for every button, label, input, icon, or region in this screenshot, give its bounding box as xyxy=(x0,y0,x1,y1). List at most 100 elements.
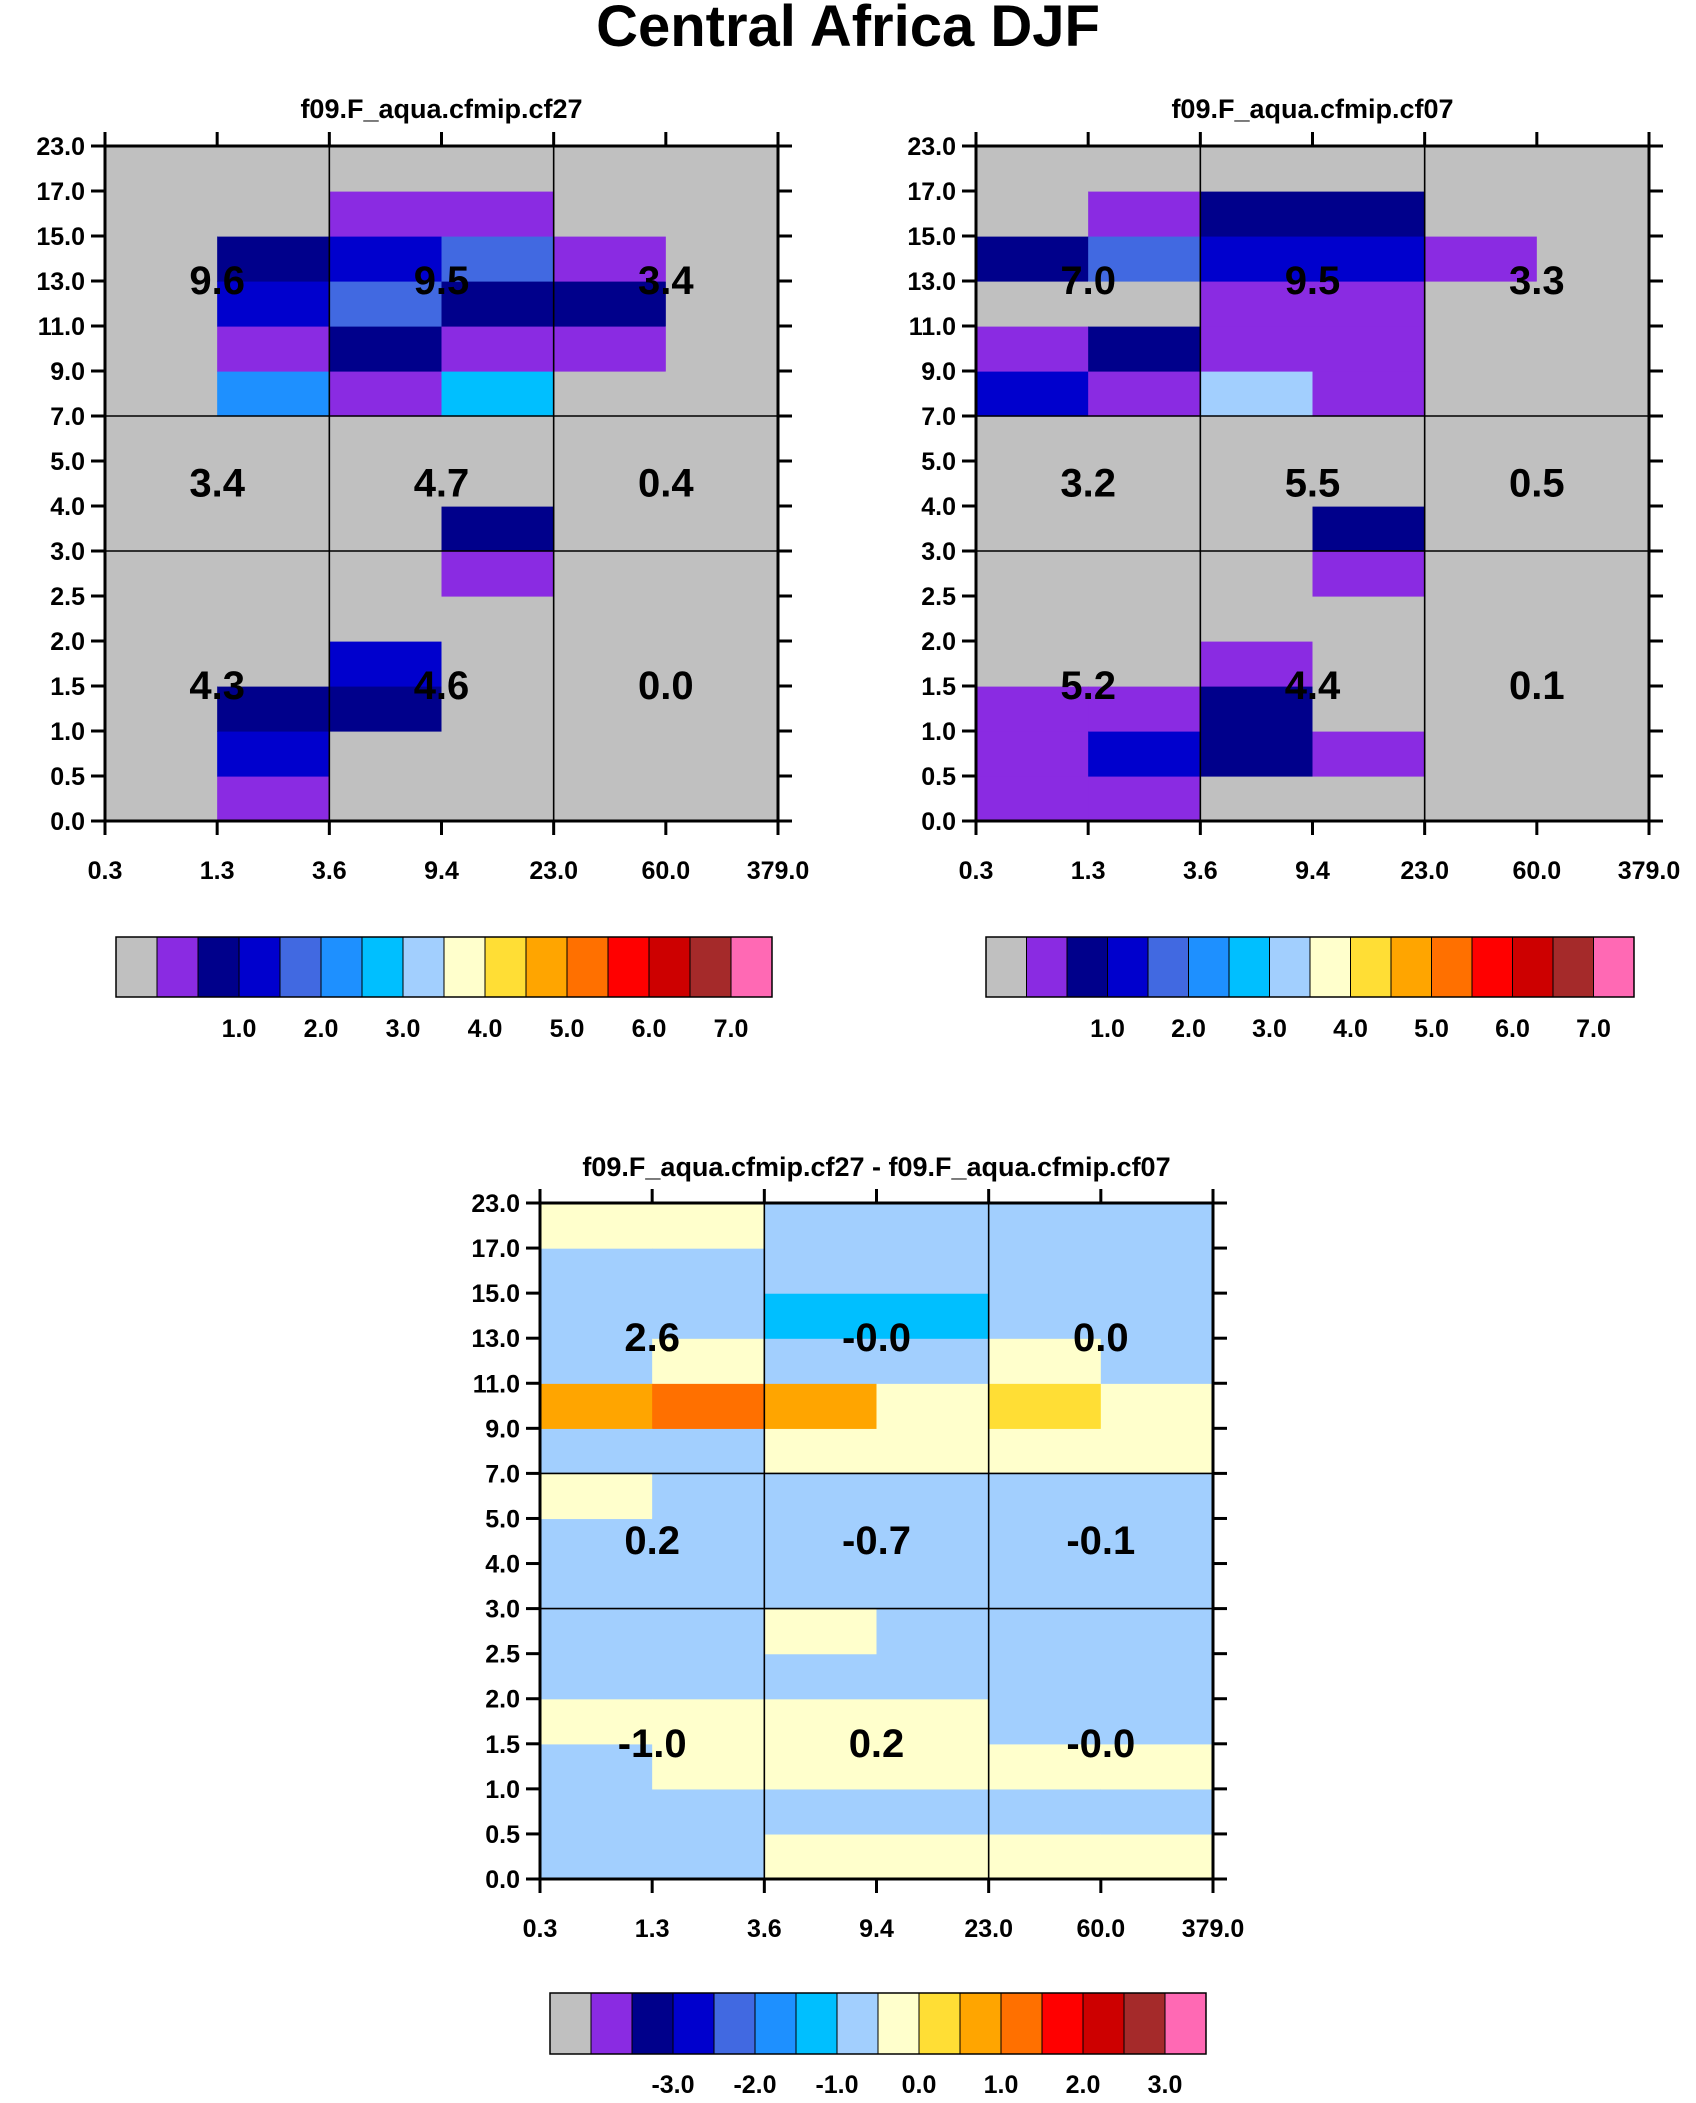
heatmap-cell xyxy=(553,506,667,552)
heatmap-cell xyxy=(665,416,779,462)
heatmap-cell xyxy=(105,596,218,642)
heatmap-cell xyxy=(540,1833,653,1880)
heatmap-cell xyxy=(105,371,218,417)
colorbar-swatch xyxy=(1164,1992,1207,2055)
heatmap-cell xyxy=(1424,146,1538,192)
y-tick-label: 7.0 xyxy=(50,403,85,431)
heatmap-cell xyxy=(441,506,555,552)
heatmap-cell xyxy=(1100,1428,1214,1474)
heatmap-cell xyxy=(876,1563,990,1610)
heatmap-cell xyxy=(764,1743,878,1790)
heatmap-cell xyxy=(764,1428,878,1474)
heatmap-cell xyxy=(105,146,218,192)
heatmap-cell xyxy=(329,416,443,462)
heatmap-cell xyxy=(329,146,443,192)
heatmap-cell xyxy=(665,191,779,237)
heatmap-cell xyxy=(329,191,443,237)
heatmap-cell xyxy=(441,371,555,417)
heatmap-cell xyxy=(764,1293,878,1339)
heatmap-cell xyxy=(1424,461,1538,507)
data-label: 4.4 xyxy=(1285,664,1341,708)
heatmap-cell xyxy=(217,551,330,597)
heatmap-cell xyxy=(1088,506,1201,552)
heatmap-cell xyxy=(441,596,555,642)
colorbar-frame xyxy=(115,936,773,998)
heatmap-cell xyxy=(105,416,218,462)
y-tick-label: 2.5 xyxy=(921,583,956,611)
heatmap-cell xyxy=(976,506,1089,552)
y-tick-label: 23.0 xyxy=(36,133,85,161)
colorbar-swatch xyxy=(672,1992,715,2055)
heatmap-cell xyxy=(217,326,330,372)
heatmap-cell xyxy=(1200,191,1314,237)
heatmap-cell xyxy=(665,506,779,552)
heatmap-cell xyxy=(1424,551,1538,597)
y-tick-label: 1.5 xyxy=(921,673,956,701)
heatmap-cell xyxy=(764,1833,878,1880)
heatmap-cell xyxy=(665,776,779,822)
heatmap-cell xyxy=(876,1338,990,1384)
heatmap-cell xyxy=(553,191,667,237)
heatmap-cell xyxy=(652,1518,765,1565)
y-tick-label: 5.0 xyxy=(50,448,85,476)
heatmap-cell xyxy=(329,551,443,597)
y-tick-label: 13.0 xyxy=(471,1325,520,1353)
heatmap-cell xyxy=(1312,371,1426,417)
heatmap-cell xyxy=(764,1248,878,1294)
heatmap-cell xyxy=(1100,1698,1214,1745)
heatmap-cell xyxy=(764,1788,878,1835)
colorbar-swatch xyxy=(238,936,281,998)
y-tick-label: 1.0 xyxy=(485,1776,520,1804)
heatmap-cell xyxy=(553,731,667,777)
heatmap-cell xyxy=(1088,236,1201,282)
heatmap-cell xyxy=(217,461,330,507)
heatmap-cell xyxy=(441,326,555,372)
y-tick-label: 23.0 xyxy=(471,1190,520,1218)
heatmap-cell xyxy=(652,1788,765,1835)
heatmap-cell xyxy=(764,1518,878,1565)
heatmap-cell xyxy=(441,551,555,597)
heatmap-cell xyxy=(976,686,1089,732)
y-tick-label: 2.5 xyxy=(50,583,85,611)
heatmap-cell xyxy=(553,686,667,732)
heatmap-cell xyxy=(1536,506,1650,552)
colorbar-swatch xyxy=(1390,936,1432,998)
heatmap-cell xyxy=(976,326,1089,372)
y-tick-label: 3.0 xyxy=(921,538,956,566)
colorbar-swatch xyxy=(402,936,445,998)
data-label: 4.6 xyxy=(414,664,470,708)
heatmap-cell xyxy=(1312,551,1426,597)
heatmap-cell xyxy=(540,1248,653,1294)
y-tick-label: 0.0 xyxy=(921,808,956,836)
heatmap-cell xyxy=(652,1653,765,1700)
colorbar-swatch xyxy=(754,1992,797,2055)
colorbar-swatch xyxy=(590,1992,633,2055)
heatmap-cell xyxy=(1200,146,1314,192)
data-label: 7.0 xyxy=(1060,259,1116,303)
data-label: 4.7 xyxy=(414,462,470,506)
data-label: 0.2 xyxy=(849,1722,905,1766)
colorbar-swatch xyxy=(1552,936,1594,998)
heatmap-cell xyxy=(652,1203,765,1249)
heatmap-cell xyxy=(1088,416,1201,462)
heatmap-cell xyxy=(553,146,667,192)
heatmap-cell xyxy=(217,281,330,327)
colorbar-swatch xyxy=(1512,936,1554,998)
colorbar-frame xyxy=(985,936,1635,998)
heatmap-cell xyxy=(553,551,667,597)
heatmap-cell xyxy=(329,641,443,687)
x-tick-label: 3.6 xyxy=(1183,857,1218,885)
heatmap-cell xyxy=(1312,686,1426,732)
heatmap-cell xyxy=(1100,1248,1214,1294)
heatmap-cell xyxy=(329,326,443,372)
heatmap-cell xyxy=(540,1383,653,1429)
heatmap-cell xyxy=(976,596,1089,642)
y-tick-label: 3.0 xyxy=(485,1596,520,1624)
heatmap-cell xyxy=(1200,281,1314,327)
colorbar-label: 7.0 xyxy=(714,1015,749,1043)
heatmap-cell xyxy=(988,1743,1102,1790)
heatmap-cell xyxy=(329,686,443,732)
heatmap-cell xyxy=(105,281,218,327)
data-label: 5.2 xyxy=(1060,664,1116,708)
data-label: 3.4 xyxy=(638,259,694,303)
